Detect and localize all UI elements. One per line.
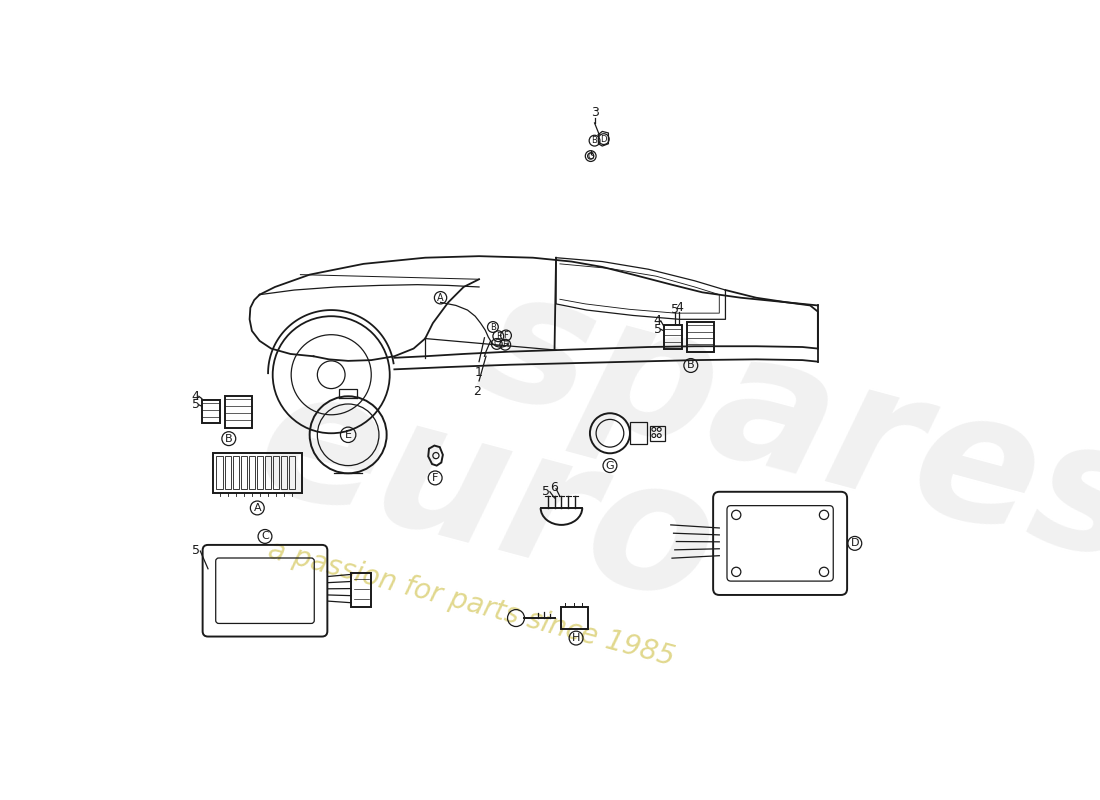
Text: D: D [850, 538, 859, 548]
Text: A: A [253, 503, 261, 513]
Text: H: H [502, 340, 508, 350]
Bar [257, 455, 263, 490]
Bar [213, 453, 301, 493]
Text: B: B [592, 136, 597, 145]
Text: D: D [601, 134, 607, 144]
Bar [686, 322, 714, 352]
Bar [241, 455, 246, 490]
Text: B: B [688, 361, 694, 370]
Text: 3: 3 [591, 106, 598, 119]
Text: euro: euro [241, 351, 734, 642]
Bar [282, 455, 287, 490]
Bar [202, 400, 220, 423]
Bar [630, 422, 647, 444]
Text: a passion for parts since 1985: a passion for parts since 1985 [265, 536, 678, 672]
Text: F: F [504, 331, 508, 340]
Text: spares: spares [464, 254, 1100, 600]
Text: 2: 2 [474, 385, 482, 398]
Text: 4: 4 [653, 314, 661, 327]
Text: B: B [490, 322, 496, 331]
Text: 5: 5 [653, 323, 662, 336]
Bar [217, 455, 222, 490]
Bar [249, 455, 255, 490]
Bar [273, 455, 279, 490]
Bar [561, 607, 588, 629]
Text: 5: 5 [191, 398, 200, 411]
Text: H: H [572, 633, 581, 643]
Bar [265, 455, 272, 490]
Bar [351, 574, 372, 607]
Text: 1: 1 [475, 366, 483, 378]
Bar [650, 426, 666, 441]
Text: B: B [226, 434, 232, 444]
Text: 5: 5 [191, 544, 200, 557]
Text: C: C [494, 339, 499, 349]
Text: E: E [344, 430, 352, 440]
Text: E: E [496, 332, 500, 341]
Text: F: F [432, 473, 438, 483]
Bar [289, 455, 296, 490]
Text: 4: 4 [675, 302, 683, 314]
Text: G: G [587, 151, 594, 161]
Text: 5: 5 [542, 485, 550, 498]
Bar [339, 389, 358, 398]
Text: G: G [606, 461, 614, 470]
Bar [224, 455, 231, 490]
Text: 6: 6 [551, 481, 559, 494]
Text: A: A [437, 293, 444, 302]
Bar [664, 326, 682, 349]
Text: 5: 5 [671, 302, 680, 316]
Bar [224, 395, 252, 428]
Text: C: C [261, 531, 268, 542]
Bar [233, 455, 239, 490]
Text: 4: 4 [191, 390, 199, 403]
